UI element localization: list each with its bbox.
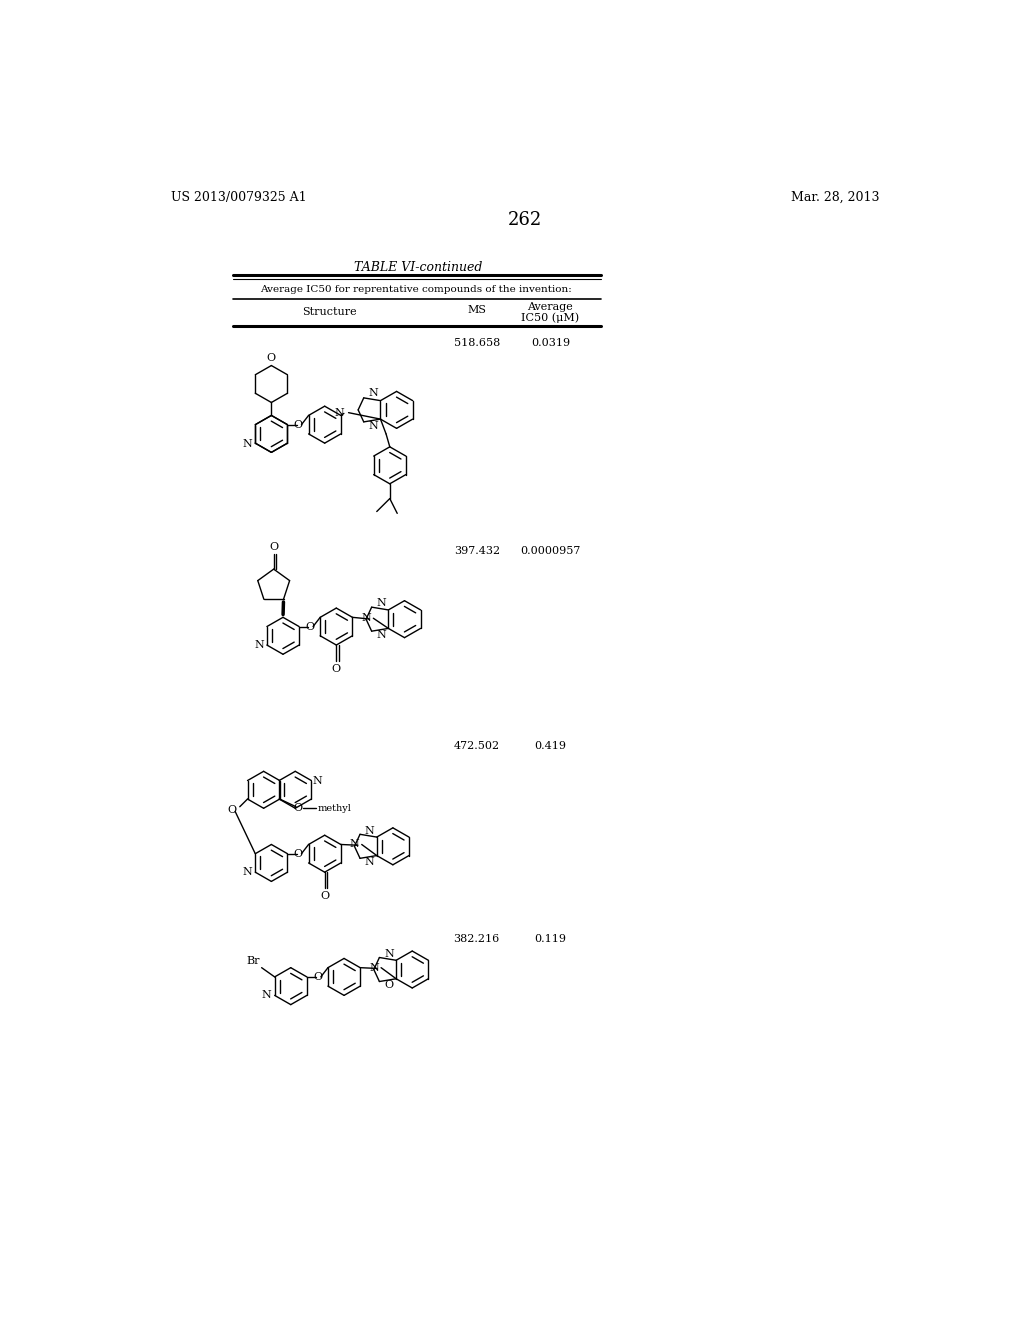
Text: 0.0000957: 0.0000957 — [520, 545, 581, 556]
Text: Structure: Structure — [302, 308, 356, 317]
Text: N: N — [376, 598, 386, 609]
Text: O: O — [294, 849, 303, 859]
Text: 262: 262 — [508, 211, 542, 228]
Text: O: O — [227, 805, 237, 814]
Text: O: O — [385, 981, 394, 990]
Text: 382.216: 382.216 — [454, 933, 500, 944]
Text: N: N — [243, 867, 252, 878]
Text: methyl: methyl — [317, 804, 351, 813]
Text: O: O — [294, 420, 303, 430]
Text: Average IC50 for reprentative compounds of the invention:: Average IC50 for reprentative compounds … — [260, 285, 572, 294]
Text: 0.0319: 0.0319 — [530, 338, 570, 347]
Text: N: N — [349, 840, 359, 850]
Text: N: N — [335, 408, 345, 417]
Text: IC50 (μM): IC50 (μM) — [521, 313, 580, 323]
Text: N: N — [254, 640, 264, 649]
Text: Mar. 28, 2013: Mar. 28, 2013 — [792, 190, 880, 203]
Text: N: N — [361, 614, 371, 623]
Text: N: N — [369, 421, 378, 432]
Text: O: O — [313, 972, 323, 982]
Text: N: N — [313, 776, 323, 785]
Text: 397.432: 397.432 — [454, 545, 500, 556]
Text: N: N — [384, 949, 394, 958]
Text: Br: Br — [247, 956, 260, 966]
Text: N: N — [376, 630, 386, 640]
Text: Average: Average — [527, 302, 573, 313]
Text: O: O — [267, 354, 275, 363]
Text: O: O — [305, 622, 314, 631]
Text: O: O — [332, 664, 341, 673]
Text: 518.658: 518.658 — [454, 338, 500, 347]
Text: TABLE VI-continued: TABLE VI-continued — [354, 261, 482, 273]
Text: 0.419: 0.419 — [535, 742, 566, 751]
Text: O: O — [321, 891, 330, 902]
Text: O: O — [294, 804, 303, 813]
Text: N: N — [243, 440, 252, 449]
Text: O: O — [269, 543, 279, 552]
Text: N: N — [262, 990, 271, 1001]
Text: 0.119: 0.119 — [535, 933, 566, 944]
Text: N: N — [369, 962, 379, 973]
Text: 472.502: 472.502 — [454, 742, 500, 751]
Text: N: N — [369, 388, 378, 399]
Text: MS: MS — [467, 305, 486, 314]
Text: N: N — [365, 825, 375, 836]
Text: US 2013/0079325 A1: US 2013/0079325 A1 — [171, 190, 306, 203]
Text: N: N — [365, 857, 375, 867]
